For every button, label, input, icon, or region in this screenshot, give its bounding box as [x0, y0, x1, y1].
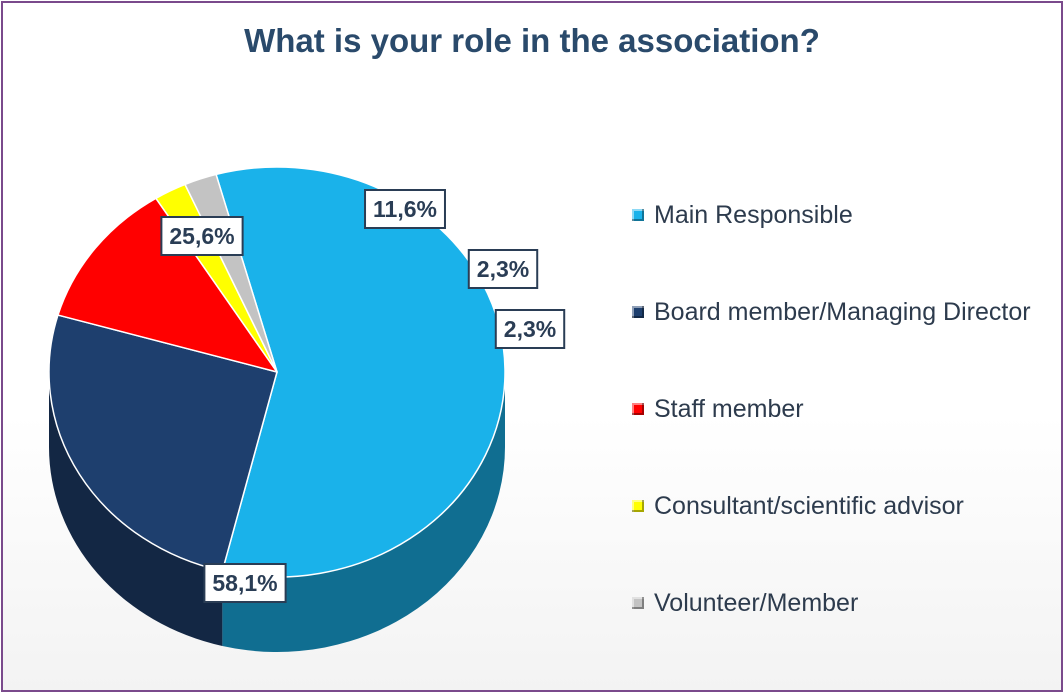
legend-label: Volunteer/Member	[654, 588, 859, 617]
legend-item-staff-member: Staff member	[632, 391, 1031, 427]
data-label-consultant-scientific-advisor: 2,3%	[467, 249, 539, 289]
data-label-volunteer-member: 2,3%	[494, 309, 566, 349]
legend-item-consultant: Consultant/scientific advisor	[632, 488, 1031, 524]
legend-swatch	[632, 403, 644, 415]
svg-text:2,3%: 2,3%	[504, 316, 556, 342]
legend-swatch	[632, 500, 644, 512]
data-label-board-member-managing-director: 25,6%	[160, 216, 244, 256]
legend-item-main-responsible: Main Responsible	[632, 197, 1031, 233]
pie-side-main-responsible	[222, 372, 506, 653]
legend-label: Board member/Managing Director	[654, 297, 1031, 326]
pie-side-board-member-managing-director	[49, 372, 223, 647]
legend-label: Main Responsible	[654, 200, 853, 229]
pie-slice-staff-member	[57, 197, 278, 373]
legend-item-volunteer: Volunteer/Member	[632, 585, 1031, 621]
legend-swatch	[632, 306, 644, 318]
svg-text:25,6%: 25,6%	[169, 223, 234, 249]
legend-item-board-member: Board member/Managing Director	[632, 294, 1031, 330]
chart-title: What is your role in the association?	[244, 22, 820, 59]
legend-swatch	[632, 209, 644, 221]
legend-swatch	[632, 597, 644, 609]
legend: Main Responsible Board member/Managing D…	[632, 197, 1031, 682]
data-label-staff-member: 11,6%	[364, 189, 446, 229]
legend-label: Consultant/scientific advisor	[654, 491, 964, 520]
svg-text:11,6%: 11,6%	[373, 196, 437, 222]
pie-slice-main-responsible	[215, 166, 506, 578]
svg-text:2,3%: 2,3%	[477, 256, 529, 282]
svg-text:58,1%: 58,1%	[212, 570, 277, 596]
pie-slice-board-member-managing-director	[48, 314, 278, 572]
legend-label: Staff member	[654, 394, 804, 423]
data-label-main-responsible: 58,1%	[203, 563, 287, 603]
